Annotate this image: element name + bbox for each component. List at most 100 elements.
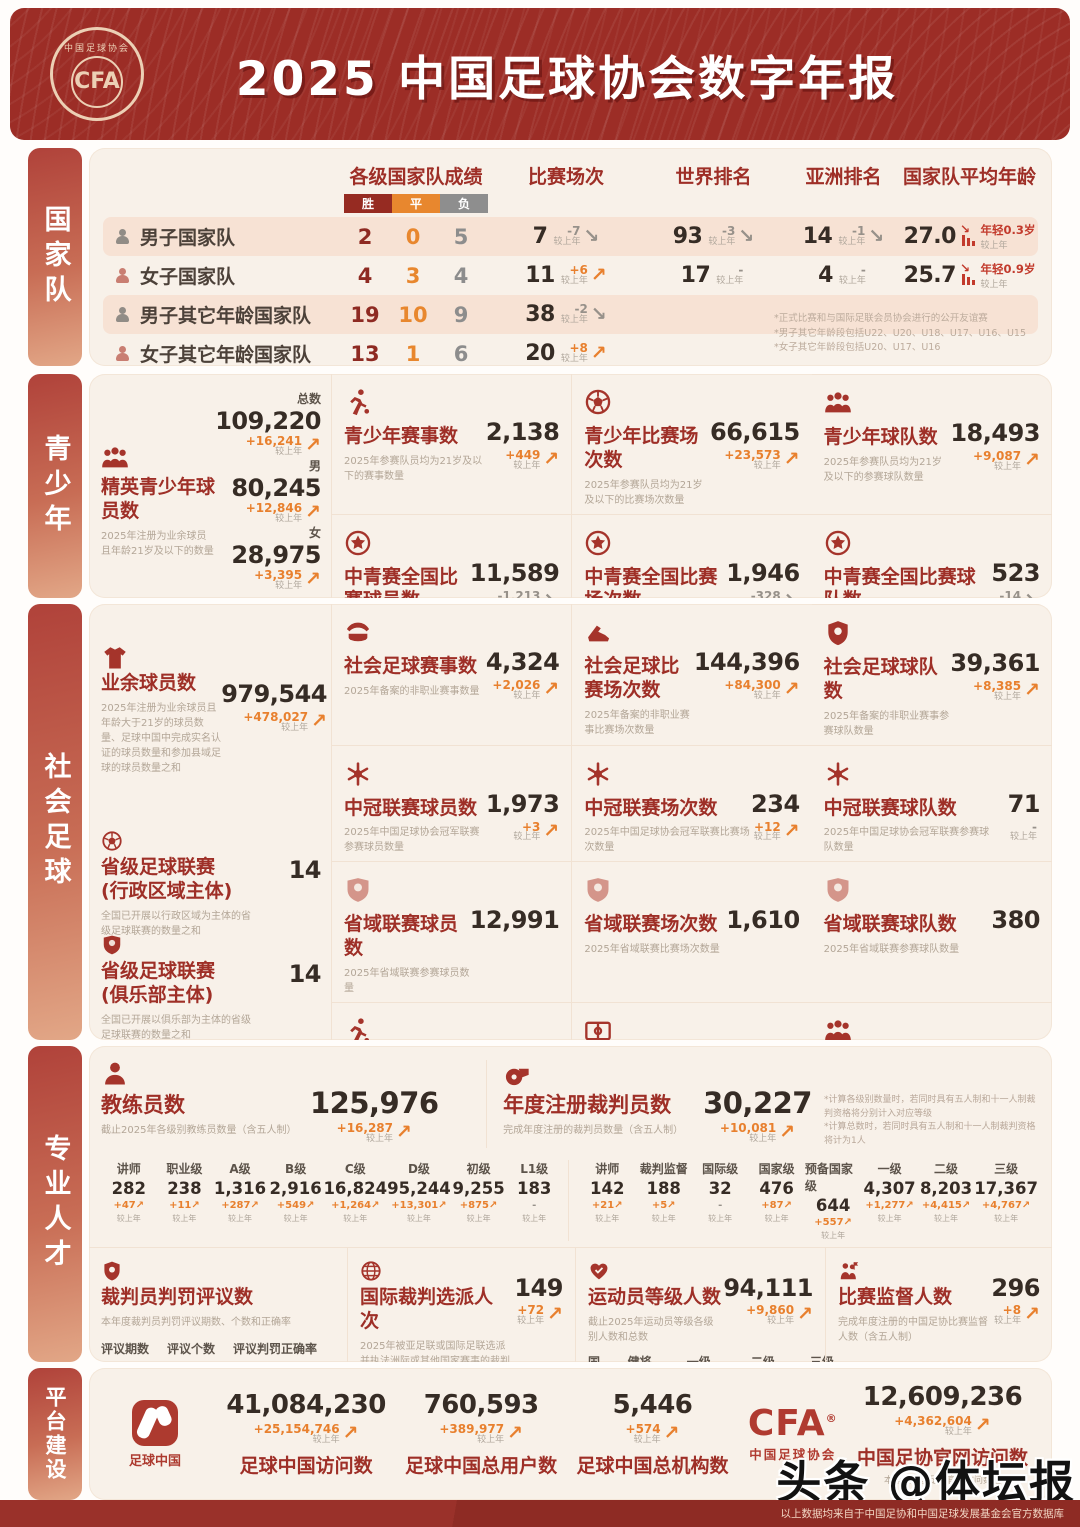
wins-value: 2 [357,224,373,249]
amateur-players-block: 业余球员数 2025年注册为业余球员且年龄大于21岁的球员数量、足球中国中完成实… [101,618,327,820]
youth-grid: 青少年赛事数 2025年参赛队员均为21岁及以下的赛事数量 2,138 +449… [331,374,1052,598]
national-team-row: 男子其它年龄国家队 19 10 9 38 -2 较上年 ↘ [103,295,1038,334]
mini-caption: 一级 [686,1354,711,1362]
stat-desc: 2025年中国足球协会冠军联赛比赛场次数量 [584,827,750,854]
stat-desc: 完成年度注册的中国足协比赛监督人数（含五人制） [838,1316,988,1343]
stat-title: 精英青少年球员数 [101,476,216,522]
grade-value: 4,307 [863,1179,916,1198]
national-team-row: 女子其它年龄国家队 13 1 6 20 +8 较上年 ↗ [103,334,1038,366]
stat-delta: +8 较上年 ↗ [994,1303,1040,1326]
grade-caption: 讲师 [116,1162,141,1176]
football-china-app-icon [132,1399,178,1446]
stat-value: 144,396 [693,648,800,676]
stat-delta: +449 较上年 ↗ [505,448,560,471]
person-icon [115,307,130,322]
match-supervisors-block: 比赛监督人数 完成年度注册的中国足协比赛监督人数（含五人制） 296 +8 较上年… [825,1248,1052,1362]
stat-title: 省域联赛场次数 [584,913,718,936]
grade-caption: 讲师 [595,1162,620,1176]
stat-desc: 完成年度注册的裁判员数量（含五人制） [503,1125,684,1137]
matches-value: 11 [525,263,555,288]
stat-desc: 2025年注册为业余球员且年龄大于21岁的球员数量、足球中国中完成实名认证的球员… [101,702,221,774]
world-ranking-value: 93 [672,224,703,249]
mini-caption: 健将 [627,1354,652,1362]
grade-delta: - [532,1200,537,1211]
stat-value: 5,446 [612,1389,693,1420]
grade-vs: 较上年 [877,1214,902,1223]
stat-delta: +9,860 较上年 ↗ [746,1303,813,1326]
stat-value: 12,609,236 [862,1381,1023,1412]
coaches-delta: +16,287 较上年 ↗ [336,1121,412,1144]
grade-cell: 初级 9,255 +875↗ 较上年 [451,1160,507,1241]
trend-arrow-icon: ↗ [543,678,560,701]
team-name: 男子其它年龄国家队 [140,305,312,327]
team-name: 女子其它年龄国家队 [140,344,312,366]
item-caption: 总数 [296,392,321,406]
stat-value: 234 [751,789,800,818]
referees-total: 30,227 [703,1086,812,1120]
stat-block: 青少年球队数 2025年参赛队员均为21岁及以下的参赛球队数量 18,493 +… [811,374,1052,514]
grade-vs: 较上年 [283,1214,308,1223]
platform-stat-visits: 41,084,230 +25,154,746 较上年 ↗ 足球中国访问数 [226,1390,386,1478]
athlete-columns: 国际级健将 27 健将 1,817 一级 26,962 [588,1353,834,1362]
stat-icon [344,876,372,904]
stat-desc: 2025年省域联赛参赛球队数量 [823,944,960,955]
asia-delta: -1 较上年 ↘ [838,224,885,248]
grade-value: 282 [111,1179,147,1198]
platform-card: 足球中国 41,084,230 +25,154,746 较上年 ↗ 足球中国访问数… [89,1368,1052,1500]
stat-value: 149 [514,1274,563,1302]
stat-delta: -14较上年 ↘ [994,589,1040,598]
grade-cell: 国际级 32 - 较上年 [692,1160,748,1241]
mini-column: 三级 4,848 [800,1353,844,1362]
trend-arrow-icon: ↘ [868,224,885,247]
sidebar-label-national: 国家队 [28,148,82,366]
stat-delta: +4,362,604 较上年 ↗ [894,1413,991,1437]
chip-loss: 负 [440,194,488,213]
grade-cell: 三级 17,367 +4,767↗ 较上年 [974,1160,1038,1241]
item-delta: +16,241 较上年 ↗ [245,434,321,457]
grade-delta: +21↗ [591,1200,623,1211]
grade-value: 17,367 [974,1179,1038,1198]
mini-column: 评议个数 229 [167,1340,215,1362]
stat-desc: 本年度裁判员判罚评议期数、个数和正确率 [101,1316,291,1328]
stat-desc: 2025年省域联赛参赛球员数量 [344,967,470,994]
trend-arrow-icon: ↗ [590,263,607,286]
mini-caption: 评议判罚正确率 [233,1341,318,1356]
referee-footnotes: *计算各级别数量时，若同时具有五人制和十一人制裁判资格将分别计入对应等级 *计算… [824,1060,1036,1148]
shield-icon [101,1260,123,1282]
trend-arrow-icon: ↗ [547,1303,563,1326]
trend-arrow-icon: ↗ [783,678,800,701]
grade-vs: 较上年 [595,1214,620,1223]
losses-value: 5 [453,224,469,249]
report-header: 中国足球协会 CFA 2025 中国足球协会数字年报 [10,8,1070,140]
grade-cell: 国家级 476 +87↗ 较上年 [748,1160,804,1241]
stat-value: 523 [991,558,1040,587]
grade-vs: 较上年 [228,1214,253,1223]
stat-desc: 2025年参赛队员均为21岁及以下的参赛球队数量 [823,456,942,483]
grade-value: 644 [815,1196,851,1215]
stat-desc: 2025年参赛队员均为21岁及以下的比赛场次数量 [584,479,703,506]
chip-draw: 平 [392,194,440,213]
stat-value: 18,493 [950,419,1040,447]
ball-badge-icon [101,830,123,852]
stat-icon [824,1017,852,1040]
stat-desc: 2025年备案的非职业赛事数量 [344,685,480,697]
stat-icon [584,876,612,904]
trend-arrow-icon: ↗ [305,568,321,591]
item-caption: 男 [308,459,321,474]
grade-delta: +87↗ [761,1200,792,1211]
jersey-icon [101,644,129,672]
stat-desc: 2025年中国足球协会冠军联赛参赛球员数量 [344,827,480,854]
section-platform: 平台建设 足球中国 41,084,230 +25,154,746 较上年 ↗ 足球… [28,1368,1052,1500]
grade-delta: +13,301↗ [391,1200,447,1211]
trend-arrow-icon: ↘ [738,224,755,247]
whistle-icon [503,1060,531,1088]
stat-icon [824,389,852,417]
world-delta: -3 较上年 ↘ [708,224,755,248]
stat-title: 中冠联赛球员数 [344,796,478,819]
stat-delta: +389,977 较上年 ↗ [439,1421,523,1445]
mini-column: 国际级健将 27 [588,1353,607,1362]
stat-value: 39,361 [950,649,1040,677]
elite-youth-block: 精英青少年球员数 2025年注册为业余球员且年龄21岁及以下的数量 总数 109… [89,374,331,598]
grade-delta: +549↗ [276,1200,315,1211]
trend-arrow-icon: ↗ [590,341,607,364]
